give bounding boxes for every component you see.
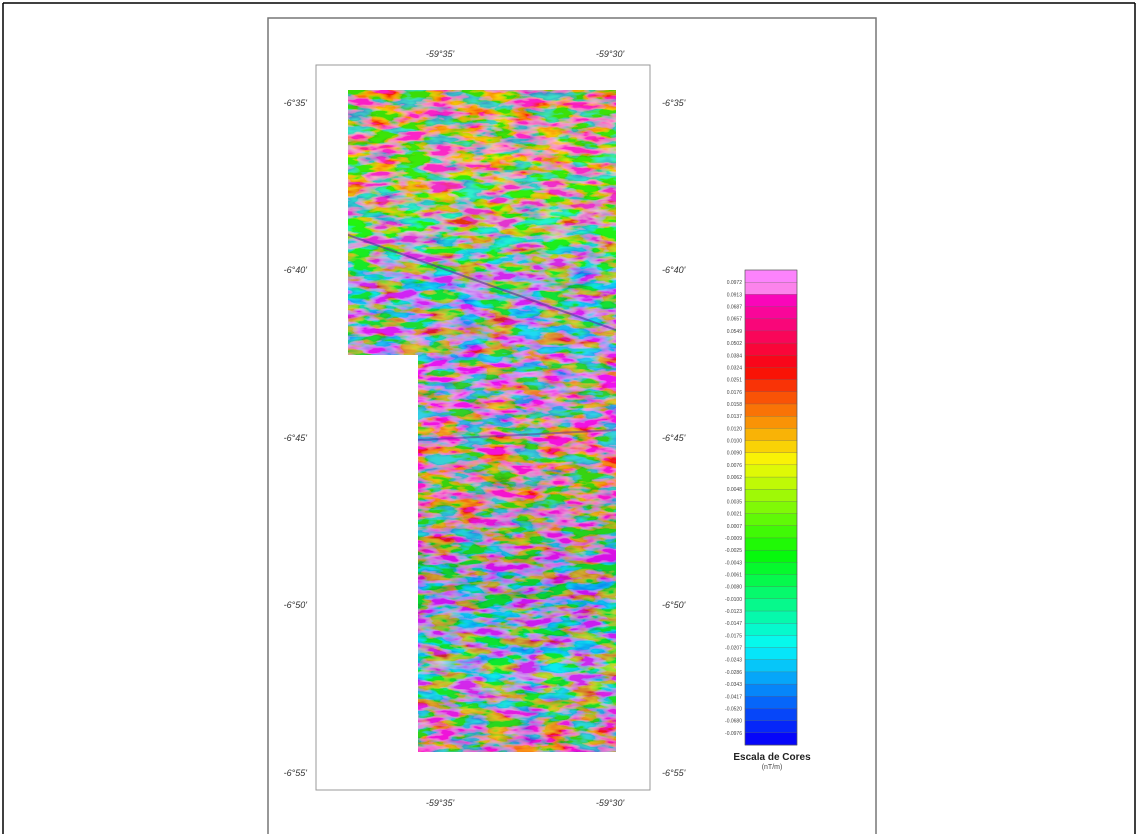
legend-label: -0.0147	[725, 621, 742, 627]
legend-unit: (nT/m)	[762, 764, 783, 771]
latitude-label: -6°45'	[662, 433, 686, 443]
page: -59°35' -59°30' -59°35' -59°30' -6°35' -6°40'…	[0, 0, 1138, 834]
latitude-label: -6°45'	[284, 433, 308, 443]
legend-label: -0.0343	[725, 682, 742, 688]
legend-label: 0.0384	[727, 353, 743, 359]
legend-label: -0.0243	[725, 658, 742, 664]
color-cell	[745, 538, 797, 550]
legend-label: -0.0009	[725, 536, 742, 542]
color-cell	[745, 477, 797, 489]
color-cell	[745, 721, 797, 733]
legend-label: 0.0007	[727, 524, 743, 530]
legend-label: 0.0687	[727, 305, 743, 311]
color-cell	[745, 660, 797, 672]
color-cell	[745, 380, 797, 392]
legend-label: 0.0137	[727, 414, 743, 420]
color-cell	[745, 282, 797, 294]
legend-label: 0.0021	[727, 512, 743, 518]
latitude-label: -6°35'	[662, 98, 686, 108]
color-cell	[745, 611, 797, 623]
legend-label: 0.0251	[727, 378, 743, 384]
color-cell	[745, 672, 797, 684]
legend-label: 0.0076	[727, 463, 743, 469]
legend-label: 0.0913	[727, 292, 743, 298]
color-cell	[745, 294, 797, 306]
latitude-label: -6°40'	[662, 265, 686, 275]
color-cell	[745, 599, 797, 611]
legend-label: 0.0324	[727, 365, 743, 371]
latitude-label: -6°50'	[662, 600, 686, 610]
legend-label: -0.0417	[725, 694, 742, 700]
longitude-label: -59°30'	[596, 49, 625, 59]
legend-label: 0.0090	[727, 451, 743, 457]
color-cell	[745, 514, 797, 526]
color-cell	[745, 489, 797, 501]
color-cell	[745, 428, 797, 440]
legend-label: -0.0207	[725, 646, 742, 652]
legend-label: 0.0972	[727, 280, 743, 286]
latitude-label: -6°55'	[284, 768, 308, 778]
legend-label: 0.0100	[727, 439, 743, 445]
color-cell	[745, 635, 797, 647]
color-cell	[745, 648, 797, 660]
color-cell	[745, 343, 797, 355]
color-cell	[745, 574, 797, 586]
color-cell	[745, 319, 797, 331]
color-cell	[745, 404, 797, 416]
latitude-label: -6°35'	[284, 98, 308, 108]
color-cell	[745, 331, 797, 343]
legend-label: 0.0502	[727, 341, 743, 347]
legend-label: -0.0286	[725, 670, 742, 676]
color-cell	[745, 587, 797, 599]
legend-label: 0.0176	[727, 390, 743, 396]
longitude-label: -59°35'	[426, 798, 455, 808]
color-cell	[745, 416, 797, 428]
longitude-label: -59°30'	[596, 798, 625, 808]
legend-label: 0.0048	[727, 487, 743, 493]
color-cell	[745, 550, 797, 562]
color-cell	[745, 733, 797, 745]
color-cell	[745, 367, 797, 379]
latitude-label: -6°50'	[284, 600, 308, 610]
color-cell	[745, 441, 797, 453]
latitude-label: -6°55'	[662, 768, 686, 778]
legend-label: -0.0976	[725, 731, 742, 737]
color-cell	[745, 708, 797, 720]
color-cell	[745, 453, 797, 465]
color-cell	[745, 684, 797, 696]
legend-label: -0.0043	[725, 560, 742, 566]
legend-title: Escala de Cores	[733, 752, 811, 763]
color-cell	[745, 696, 797, 708]
color-cell	[745, 501, 797, 513]
color-cell	[745, 307, 797, 319]
color-cell	[745, 355, 797, 367]
legend-label: 0.0657	[727, 317, 743, 323]
legend-label: -0.0123	[725, 609, 742, 615]
legend-label: -0.0025	[725, 548, 742, 554]
color-cell	[745, 562, 797, 574]
legend-label: 0.0120	[727, 426, 743, 432]
legend-label: -0.0100	[725, 597, 742, 603]
latitude-label: -6°40'	[284, 265, 308, 275]
legend-label: 0.0549	[727, 329, 743, 335]
color-cell	[745, 392, 797, 404]
legend-label: 0.0062	[727, 475, 743, 481]
legend-label: 0.0035	[727, 499, 743, 505]
color-cell	[745, 526, 797, 538]
legend-label: -0.0175	[725, 633, 742, 639]
legend-label: -0.0080	[725, 585, 742, 591]
color-cell	[745, 270, 797, 282]
color-cell	[745, 623, 797, 635]
legend-label: -0.0061	[725, 572, 742, 578]
legend-label: 0.0158	[727, 402, 743, 408]
longitude-label: -59°35'	[426, 49, 455, 59]
color-cell	[745, 465, 797, 477]
legend-label: -0.0680	[725, 719, 742, 725]
legend-label: -0.0520	[725, 706, 742, 712]
